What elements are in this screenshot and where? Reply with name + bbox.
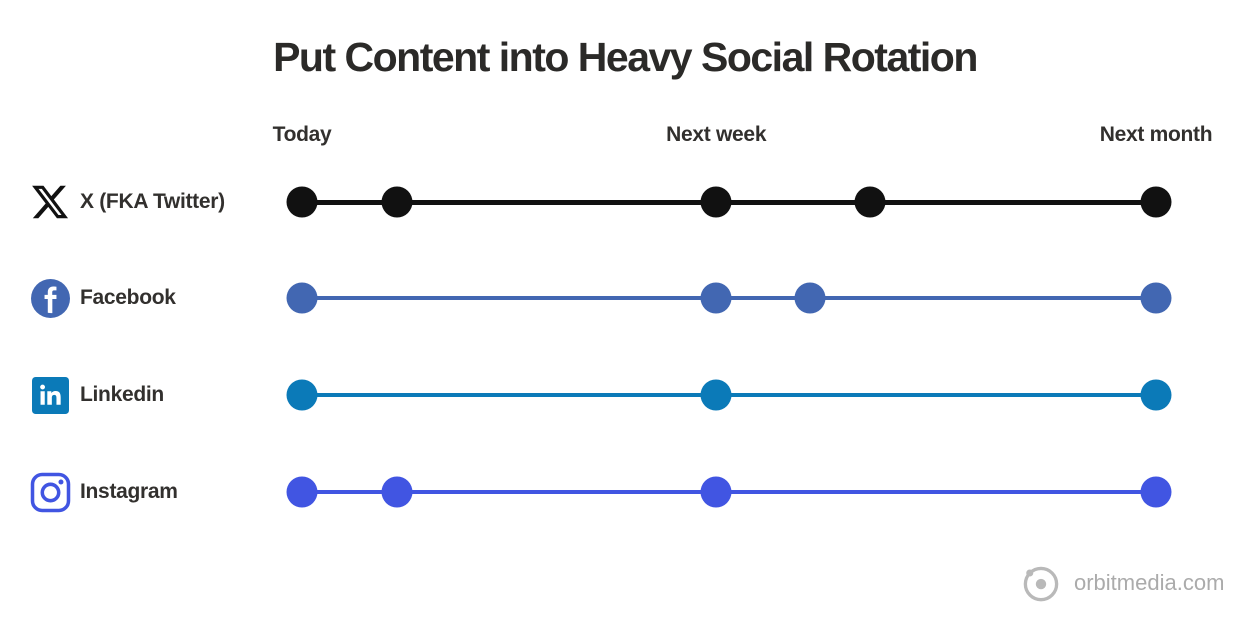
timeline-dot-x-fka-twitter [700, 186, 732, 218]
brand-url: orbitmedia.com [1074, 570, 1225, 595]
timeline-dot-instagram [1140, 476, 1172, 508]
timeline-dot-linkedin [700, 379, 732, 411]
chart-title: Put Content into Heavy Social Rotation [273, 34, 978, 80]
brand-footer: orbitmedia.com [1016, 558, 1224, 608]
axis-label-today: Today [272, 123, 332, 146]
timeline-dot-facebook [286, 282, 318, 314]
x-icon [28, 180, 72, 224]
orbit-logo-icon [1016, 558, 1066, 608]
timeline-dot-x-fka-twitter [1140, 186, 1172, 218]
timeline-dot-facebook [1140, 282, 1172, 314]
row-label-linkedin: Linkedin [80, 383, 164, 406]
linkedin-icon [28, 373, 72, 417]
facebook-icon [28, 276, 72, 320]
timeline-dot-instagram [286, 476, 318, 508]
row-label-facebook: Facebook [80, 286, 176, 309]
timeline-dot-instagram [381, 476, 413, 508]
axis-label-next-week: Next week [666, 123, 767, 146]
instagram-icon [28, 470, 72, 514]
timeline-dot-linkedin [286, 379, 318, 411]
timeline-dot-x-fka-twitter [854, 186, 886, 218]
axis-label-next-month: Next month [1099, 123, 1213, 146]
timeline-dot-facebook [700, 282, 732, 314]
timeline-dot-linkedin [1140, 379, 1172, 411]
row-label-x-fka-twitter: X (FKA Twitter) [80, 190, 225, 213]
timeline-dot-instagram [700, 476, 732, 508]
timeline-dot-x-fka-twitter [381, 186, 413, 218]
timeline-dot-x-fka-twitter [286, 186, 318, 218]
timeline-dot-facebook [794, 282, 826, 314]
row-label-instagram: Instagram [80, 480, 178, 503]
